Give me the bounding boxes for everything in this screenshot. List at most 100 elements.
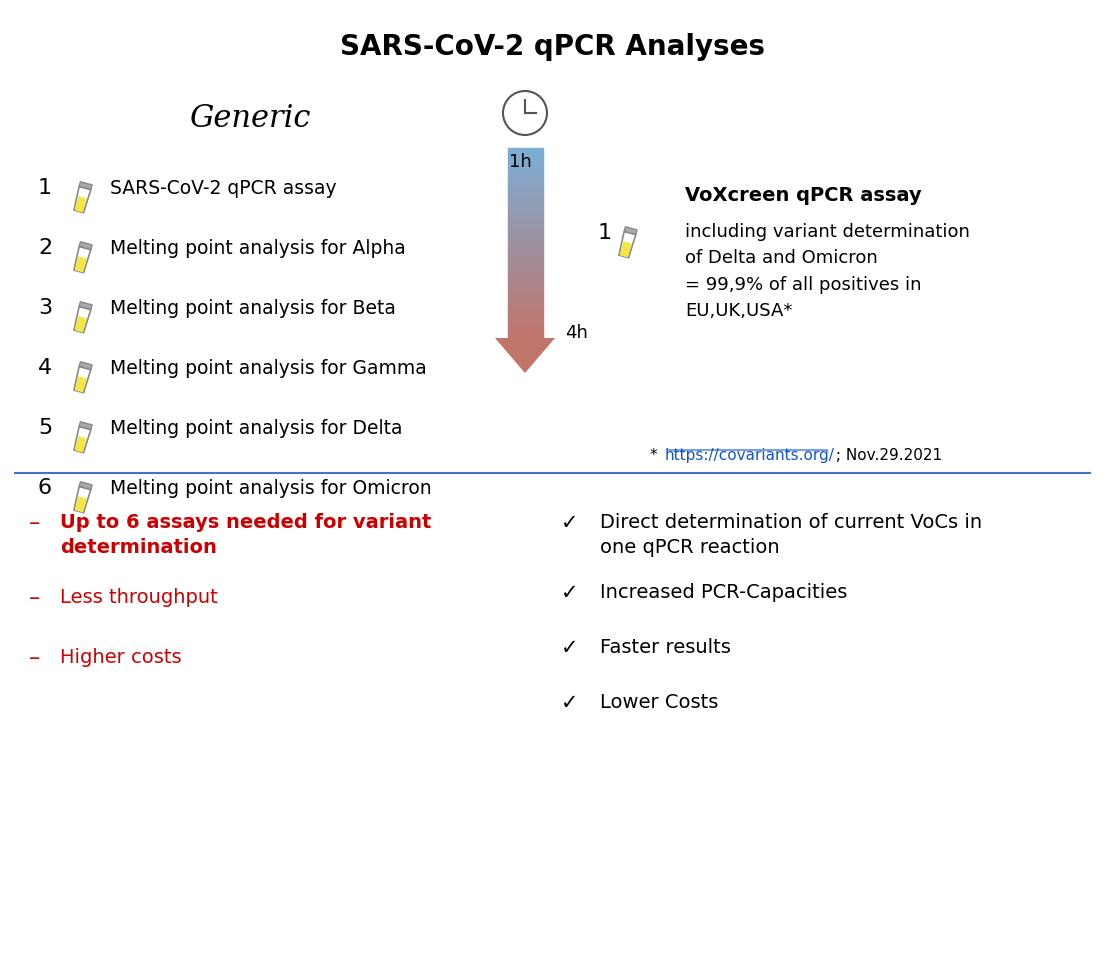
Text: Up to 6 assays needed for variant
determination: Up to 6 assays needed for variant determ… <box>60 513 431 557</box>
Bar <box>508 188 543 190</box>
Bar <box>508 257 543 259</box>
Bar <box>508 213 543 215</box>
Text: ✓: ✓ <box>561 693 578 713</box>
Bar <box>508 153 543 155</box>
Bar <box>508 149 543 151</box>
Bar <box>508 283 543 285</box>
Bar <box>508 332 543 334</box>
Bar <box>508 279 543 281</box>
Polygon shape <box>619 241 632 258</box>
Bar <box>508 286 543 288</box>
Bar <box>508 234 543 236</box>
Bar <box>508 215 543 217</box>
Bar <box>508 192 543 194</box>
Bar <box>508 323 543 325</box>
Bar <box>508 228 543 230</box>
Text: 1: 1 <box>598 223 612 243</box>
Bar <box>508 262 543 263</box>
Bar <box>508 317 543 319</box>
Bar <box>508 205 543 207</box>
Bar <box>508 201 543 203</box>
Polygon shape <box>624 227 637 235</box>
Bar <box>508 249 543 251</box>
Bar <box>508 281 543 283</box>
Text: Increased PCR-Capacities: Increased PCR-Capacities <box>599 583 847 602</box>
Bar <box>508 161 543 163</box>
Text: –: – <box>30 513 41 533</box>
Bar <box>508 255 543 257</box>
Bar <box>508 178 543 180</box>
Polygon shape <box>80 241 92 250</box>
Bar <box>508 155 543 157</box>
Bar <box>508 157 543 159</box>
Text: Melting point analysis for Delta: Melting point analysis for Delta <box>109 419 403 438</box>
Text: ; Nov.29.2021: ; Nov.29.2021 <box>831 448 941 463</box>
Polygon shape <box>75 256 86 272</box>
Bar <box>508 217 543 218</box>
Bar <box>508 269 543 271</box>
Bar <box>508 151 543 153</box>
Polygon shape <box>74 366 91 393</box>
Bar <box>508 311 543 313</box>
Text: –: – <box>30 588 41 608</box>
Polygon shape <box>75 316 86 332</box>
Bar <box>508 263 543 265</box>
Polygon shape <box>80 302 92 309</box>
Text: SARS-CoV-2 qPCR Analyses: SARS-CoV-2 qPCR Analyses <box>341 33 765 61</box>
Bar <box>508 321 543 323</box>
Bar <box>508 199 543 201</box>
Bar <box>508 174 543 176</box>
Text: including variant determination
of Delta and Omicron
= 99,9% of all positives in: including variant determination of Delta… <box>685 223 970 320</box>
Text: 4: 4 <box>38 358 52 378</box>
Text: 3: 3 <box>38 298 52 318</box>
Bar <box>508 302 543 304</box>
Bar <box>508 259 543 261</box>
Text: Less throughput: Less throughput <box>60 588 218 607</box>
Bar <box>508 273 543 275</box>
Bar <box>508 203 543 205</box>
Bar <box>508 313 543 315</box>
Bar <box>508 236 543 238</box>
Bar <box>508 336 543 338</box>
Bar <box>508 243 543 245</box>
Polygon shape <box>74 487 91 513</box>
Bar <box>508 182 543 184</box>
Bar <box>508 167 543 169</box>
Bar <box>508 163 543 165</box>
Bar <box>508 275 543 277</box>
Polygon shape <box>74 246 91 273</box>
Bar <box>508 265 543 267</box>
Bar <box>508 222 543 224</box>
Polygon shape <box>75 376 86 393</box>
Text: Direct determination of current VoCs in
one qPCR reaction: Direct determination of current VoCs in … <box>599 513 982 557</box>
Text: ✓: ✓ <box>561 583 578 603</box>
Text: 1: 1 <box>38 178 52 198</box>
Bar <box>508 290 543 292</box>
Text: Melting point analysis for Alpha: Melting point analysis for Alpha <box>109 239 406 258</box>
Text: ✓: ✓ <box>561 638 578 658</box>
Bar <box>508 186 543 188</box>
Bar <box>508 309 543 311</box>
Polygon shape <box>75 196 86 213</box>
Polygon shape <box>74 307 91 332</box>
Bar <box>508 247 543 249</box>
Bar <box>508 334 543 336</box>
Bar <box>508 180 543 182</box>
Polygon shape <box>75 496 86 513</box>
Bar <box>508 292 543 294</box>
Bar <box>508 190 543 192</box>
Text: Melting point analysis for Omicron: Melting point analysis for Omicron <box>109 478 431 497</box>
Bar <box>508 171 543 172</box>
Text: SARS-CoV-2 qPCR assay: SARS-CoV-2 qPCR assay <box>109 178 336 197</box>
Bar <box>508 176 543 178</box>
Bar <box>508 261 543 262</box>
Bar <box>508 172 543 174</box>
Polygon shape <box>74 187 91 213</box>
Text: –: – <box>30 648 41 668</box>
Bar <box>508 319 543 321</box>
Bar <box>508 253 543 255</box>
Bar <box>508 184 543 186</box>
Text: ✓: ✓ <box>561 513 578 533</box>
Bar <box>508 209 543 211</box>
Polygon shape <box>75 436 86 452</box>
